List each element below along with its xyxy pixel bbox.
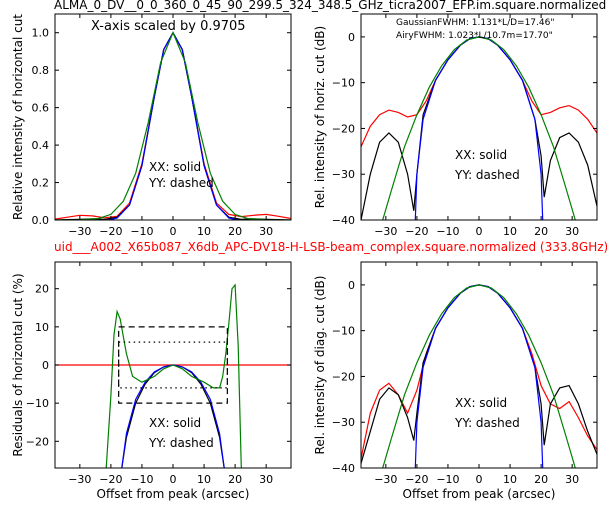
x-tick-label: 30: [259, 225, 273, 238]
x-tick-label: −30: [68, 473, 91, 486]
y-tick-label: 0.2: [32, 177, 50, 190]
x-tick-label: −20: [99, 473, 122, 486]
y-axis-label: Residuals of horizontal cut (%): [11, 273, 25, 456]
x-tick-label: 0: [476, 225, 483, 238]
x-tick-label: 30: [259, 473, 273, 486]
legend-solid-note: XX: solid: [149, 416, 201, 430]
legend-solid-note: XX: solid: [455, 396, 507, 410]
mid-title: uid___A002_X65b087_X6db_APC-DV18-H-LSB-b…: [54, 240, 607, 254]
x-tick-label: 10: [503, 473, 517, 486]
axes-frame: [360, 261, 598, 469]
x-tick-label: −30: [374, 225, 397, 238]
y-tick-label: 0: [42, 359, 49, 372]
series-line-1: [361, 36, 597, 220]
scale-note: X-axis scaled by 0.9705: [91, 19, 246, 34]
series-line-0: [361, 36, 597, 148]
series-line-3: [382, 36, 576, 220]
x-tick-label: −30: [68, 225, 91, 238]
x-tick-label: −10: [436, 473, 459, 486]
y-tick-label: −40: [332, 462, 355, 475]
series-line-2: [414, 284, 544, 468]
y-tick-label: 0.6: [32, 102, 50, 115]
x-tick-label: 0: [170, 473, 177, 486]
tolerance-box-inner: [118, 341, 228, 389]
x-tick-label: 30: [565, 473, 579, 486]
panel-top-right: −30 −20 −10 0 10 20 30 −40 −30 −20 −10 0 Rel. intens…: [313, 13, 598, 238]
y-tick-label: −10: [332, 77, 355, 90]
x-tick-label: 20: [534, 225, 548, 238]
x-tick-label: −30: [374, 473, 397, 486]
x-tick-label: −10: [130, 225, 153, 238]
x-tick-label: 20: [228, 225, 242, 238]
series-line-3: [382, 284, 576, 468]
x-tick-label: 20: [228, 473, 242, 486]
legend-solid-note: XX: solid: [455, 148, 507, 162]
x-tick-label: 20: [534, 473, 548, 486]
series-line-1: [361, 284, 597, 464]
y-tick-label: 0: [348, 31, 355, 44]
panel-bottom-right: −30 −20 −10 0 10 20 30 −40 −30 −20 −10 0 Rel. intens…: [313, 261, 598, 501]
y-tick-label: 0.8: [32, 64, 50, 77]
y-tick-label: 20: [35, 283, 49, 296]
y-axis-label: Relative intensity of horizontal cut: [11, 14, 25, 220]
x-tick-label: −10: [436, 225, 459, 238]
gaussian-fwhm-note: GaussianFWHM: 1.131*L/D=17.46": [396, 18, 554, 28]
y-tick-label: 10: [35, 321, 49, 334]
y-tick-label: −20: [332, 122, 355, 135]
airy-fwhm-note: AiryFWHM: 1.023*L/10.7m=17.70": [396, 31, 553, 41]
x-tick-label: 10: [197, 473, 211, 486]
legend-dashed-note: YY: dashed: [454, 416, 520, 430]
y-tick-label: −10: [26, 397, 49, 410]
y-tick-label: 1.0: [32, 27, 50, 40]
x-tick-label: −20: [405, 225, 428, 238]
series-line-3: [105, 283, 242, 468]
y-tick-label: −30: [332, 416, 355, 429]
series-line-0: [361, 284, 597, 459]
x-tick-label: 10: [503, 225, 517, 238]
y-tick-label: −20: [332, 370, 355, 383]
x-tick-label: 0: [476, 473, 483, 486]
series-line-2: [414, 36, 544, 220]
y-axis-label: Rel. intensity of diag. cut (dB): [313, 276, 327, 455]
x-axis-label: Offset from peak (arcsec): [97, 487, 250, 501]
x-axis-label: Offset from peak (arcsec): [403, 487, 556, 501]
legend-dashed-note: YY: dashed: [148, 176, 214, 190]
panel-top-left: −30 −20 −10 0 10 20 30 0.0 0.2 0.4 0.6 0.8 1.0 Relati…: [11, 13, 292, 238]
x-tick-label: 10: [197, 225, 211, 238]
series-line-3: [55, 31, 291, 220]
top-title: ALMA_0_DV__0_0_360_0_45_90_299.5_324_348…: [54, 0, 606, 12]
y-tick-label: −40: [332, 214, 355, 227]
y-tick-label: 0.0: [32, 214, 50, 227]
y-tick-label: 0: [348, 279, 355, 292]
y-tick-label: −20: [26, 435, 49, 448]
y-axis-label: Rel. intensity of horiz. cut (dB): [313, 26, 327, 208]
y-tick-label: −10: [332, 325, 355, 338]
legend-dashed-note: YY: dashed: [148, 436, 214, 450]
x-tick-label: 0: [170, 225, 177, 238]
y-tick-label: 0.4: [32, 139, 50, 152]
legend-solid-note: XX: solid: [149, 160, 201, 174]
x-tick-label: −20: [405, 473, 428, 486]
y-tick-label: −30: [332, 168, 355, 181]
x-tick-label: −10: [130, 473, 153, 486]
axes-frame: [360, 13, 598, 221]
legend-dashed-note: YY: dashed: [454, 168, 520, 182]
series-line-1: [55, 31, 291, 220]
x-tick-label: −20: [99, 225, 122, 238]
x-tick-label: 30: [565, 225, 579, 238]
series-line-0: [55, 31, 291, 220]
panel-bottom-left: −30 −20 −10 0 10 20 30 −20 −10 0 10 20 Residuals of …: [11, 261, 292, 501]
